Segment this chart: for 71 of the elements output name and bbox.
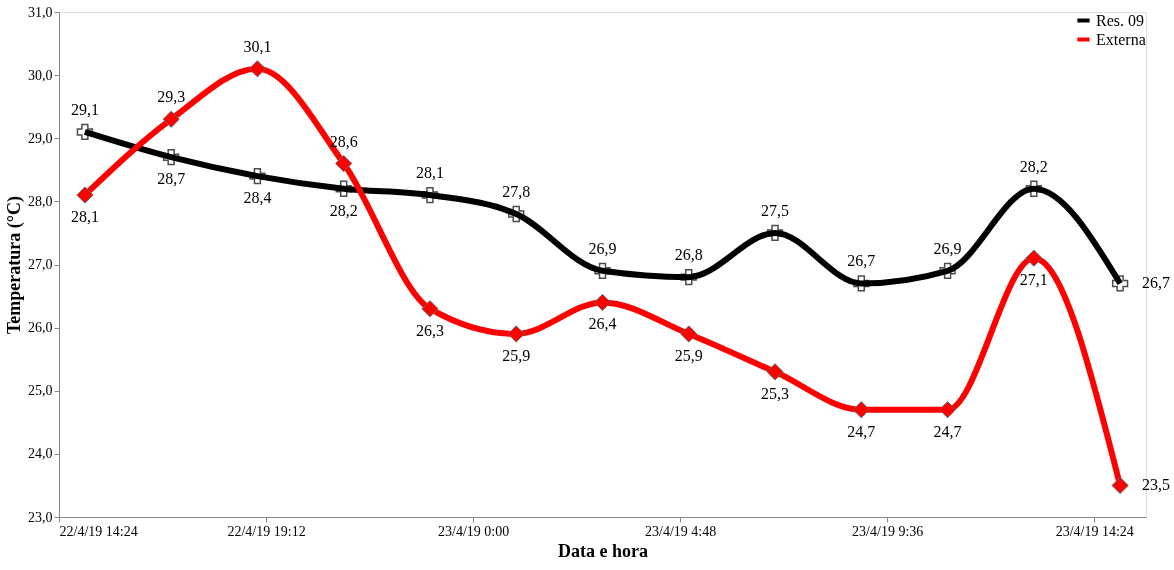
- point: [939, 262, 956, 279]
- point: [162, 110, 180, 128]
- x-tick-label: 23/4/19 0:00: [438, 523, 510, 539]
- legend-label: Res. 09: [1096, 11, 1144, 29]
- point: [680, 325, 698, 343]
- data-label: 29,1: [70, 100, 99, 118]
- point: [248, 60, 266, 78]
- point: [335, 154, 353, 173]
- point: [162, 149, 180, 166]
- y-tick-label: 24,0: [28, 446, 53, 462]
- data-label: 25,9: [674, 346, 703, 364]
- point: [594, 262, 611, 279]
- data-label: 26,7: [1142, 274, 1171, 292]
- point: [852, 401, 870, 419]
- y-tick-label: 25,0: [28, 383, 53, 399]
- point: [939, 401, 957, 419]
- data-label: 27,1: [1019, 271, 1048, 289]
- data-label: 26,7: [847, 252, 876, 270]
- data-label: 28,7: [157, 170, 186, 188]
- y-axis-title: Temperatura (°C): [4, 195, 25, 335]
- y-tick-label: 26,0: [28, 320, 53, 336]
- x-tick-label: 23/4/19 9:36: [852, 523, 924, 539]
- data-label: 25,3: [761, 384, 790, 402]
- data-label: 24,7: [847, 422, 876, 440]
- point: [766, 363, 784, 381]
- point: [853, 275, 870, 292]
- y-tick-label: 29,0: [28, 130, 53, 146]
- data-label: 26,8: [674, 246, 703, 264]
- point: [1025, 249, 1043, 267]
- y-tick-label: 30,0: [28, 67, 53, 83]
- point: [593, 293, 612, 311]
- y-tick-label: 31,0: [28, 4, 53, 20]
- point: [1111, 476, 1129, 494]
- data-label: 28,2: [329, 201, 358, 219]
- point: [335, 180, 352, 197]
- x-tick-label: 22/4/19 14:24: [59, 523, 138, 539]
- data-label: 29,3: [157, 88, 186, 106]
- data-label: 25,9: [502, 346, 531, 364]
- data-label: 28,1: [415, 164, 444, 182]
- data-label: 28,2: [1019, 157, 1048, 175]
- point: [508, 205, 525, 223]
- data-label: 28,6: [329, 132, 358, 150]
- y-tick-label: 27,0: [28, 257, 53, 272]
- x-tick-label: 23/4/19 14:24: [1055, 523, 1134, 539]
- data-label: 26,9: [588, 239, 617, 257]
- point: [1111, 275, 1129, 292]
- data-label: 26,9: [933, 239, 962, 257]
- data-label: 28,1: [70, 208, 99, 226]
- legend-label: Externa: [1096, 30, 1146, 48]
- data-label: 23,5: [1142, 476, 1171, 494]
- point: [76, 186, 94, 204]
- x-tick-label: 22/4/19 19:12: [227, 523, 306, 539]
- data-label: 24,7: [933, 422, 962, 440]
- data-label: 27,5: [761, 201, 790, 219]
- point: [249, 167, 266, 185]
- point: [421, 300, 439, 318]
- data-label: 27,8: [502, 183, 531, 200]
- y-tick-label: 28,0: [28, 193, 53, 209]
- point: [766, 224, 784, 242]
- point: [76, 123, 94, 141]
- data-label: 26,3: [415, 321, 444, 339]
- point: [507, 325, 525, 343]
- x-axis-title: Data e hora: [558, 540, 648, 561]
- point: [680, 268, 697, 286]
- data-label: 30,1: [243, 37, 272, 55]
- x-tick-label: 23/4/19 4:48: [645, 523, 717, 539]
- data-label: 26,4: [588, 315, 617, 333]
- point: [1025, 180, 1043, 197]
- data-label: 28,4: [243, 189, 272, 207]
- y-tick-label: 23,0: [28, 509, 53, 525]
- point: [421, 186, 439, 204]
